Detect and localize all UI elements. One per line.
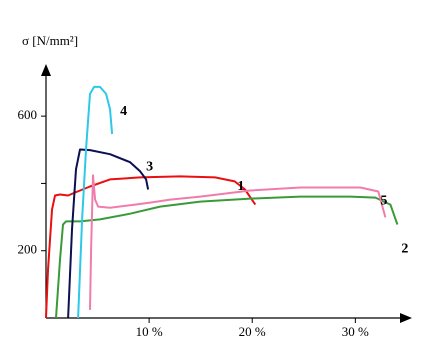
curve (67, 148, 150, 319)
curve (77, 85, 114, 319)
x-arrow (400, 313, 412, 323)
curve-label: 1 (237, 179, 244, 194)
x-tick-label: 10 % (136, 324, 163, 339)
axes (41, 64, 412, 323)
curve-label: 2 (401, 242, 408, 257)
curve (55, 195, 399, 319)
curve-label: 5 (380, 194, 387, 209)
x-tick-label: 30 % (342, 324, 369, 339)
y-arrow (41, 64, 51, 76)
y-axis-label: σ [N/mm²] (22, 33, 78, 48)
y-tick-label: 600 (18, 107, 38, 122)
y-tick-label: 200 (18, 242, 38, 257)
curve (89, 174, 387, 310)
curve-label: 3 (146, 160, 153, 175)
x-tick-label: 20 % (239, 324, 266, 339)
curve (45, 175, 257, 319)
curve-label: 4 (120, 104, 127, 119)
